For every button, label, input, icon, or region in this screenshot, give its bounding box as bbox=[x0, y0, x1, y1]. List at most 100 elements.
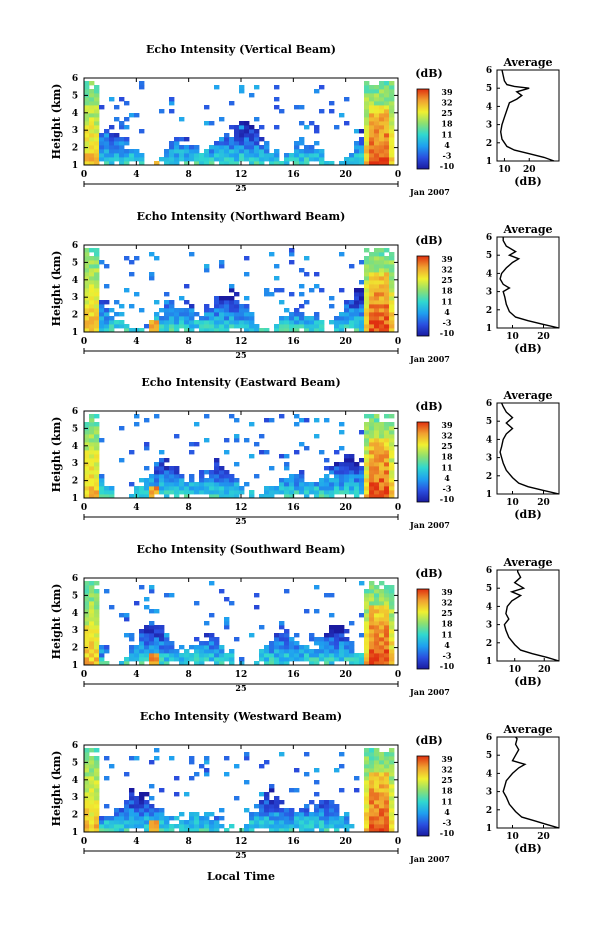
heatmap-cell bbox=[224, 478, 230, 483]
heatmap-cell bbox=[324, 812, 330, 817]
heatmap-cell bbox=[164, 312, 170, 317]
heatmap-cell bbox=[249, 161, 255, 166]
heatmap-cell bbox=[244, 133, 250, 138]
heatmap-cell bbox=[84, 633, 90, 638]
heatmap-cell bbox=[364, 784, 370, 789]
heatmap-cell bbox=[294, 308, 300, 313]
heatmap-cell bbox=[389, 772, 395, 777]
heatmap-cell bbox=[384, 117, 390, 122]
heatmap-cell bbox=[169, 153, 175, 158]
heatmap-cell bbox=[369, 454, 375, 459]
heatmap-cell bbox=[214, 149, 220, 154]
heatmap-cell bbox=[104, 649, 110, 654]
heatmap-cell bbox=[304, 828, 310, 833]
heatmap-cell bbox=[379, 816, 385, 821]
day-label: 25 bbox=[235, 516, 246, 526]
heatmap-cell bbox=[354, 462, 360, 467]
heatmap-cell bbox=[329, 653, 335, 658]
heatmap-cell bbox=[379, 304, 385, 309]
heatmap-cell bbox=[389, 414, 395, 419]
heatmap-cell bbox=[114, 824, 120, 829]
heatmap-cell bbox=[359, 161, 365, 166]
heatmap-cell bbox=[354, 296, 360, 301]
heatmap-cell bbox=[389, 304, 395, 309]
heatmap-cell bbox=[379, 486, 385, 491]
heatmap-cell bbox=[359, 430, 365, 435]
heatmap-cell bbox=[89, 490, 95, 495]
heatmap-cell bbox=[384, 276, 390, 281]
heatmap-cell bbox=[219, 141, 225, 146]
heatmap-cell bbox=[224, 308, 230, 313]
heatmap-cell bbox=[89, 137, 95, 142]
heatmap-cell bbox=[159, 458, 165, 463]
heatmap-cell bbox=[229, 478, 235, 483]
heatmap-cell bbox=[104, 320, 110, 325]
heatmap-cell bbox=[84, 800, 90, 805]
heatmap-cell bbox=[354, 482, 360, 487]
average-title: Average bbox=[502, 389, 552, 402]
heatmap-cell bbox=[94, 482, 100, 487]
heatmap-cell bbox=[364, 125, 370, 130]
heatmap-cell bbox=[179, 157, 185, 162]
heatmap-cell bbox=[389, 145, 395, 150]
heatmap-cell bbox=[304, 486, 310, 491]
colorbar-tick-label: 11 bbox=[441, 129, 452, 139]
heatmap-cell bbox=[264, 486, 270, 491]
heatmap-cell bbox=[84, 625, 90, 630]
heatmap-cell bbox=[164, 633, 170, 638]
heatmap-cell bbox=[89, 442, 95, 447]
heatmap-cell bbox=[364, 268, 370, 273]
heatmap-cell bbox=[384, 272, 390, 277]
heatmap-cell bbox=[309, 820, 315, 825]
avg-y-tick-label: 6 bbox=[486, 566, 492, 576]
heatmap-cell bbox=[279, 645, 285, 650]
heatmap-cell bbox=[374, 494, 380, 499]
heatmap-cell bbox=[94, 816, 100, 821]
heatmap-cell bbox=[364, 820, 370, 825]
heatmap-cell bbox=[214, 637, 220, 642]
heatmap-cell bbox=[229, 157, 235, 162]
heatmap-cell bbox=[84, 101, 90, 106]
heatmap-cell bbox=[219, 808, 225, 813]
heatmap-cell bbox=[274, 149, 280, 154]
heatmap-cell bbox=[84, 494, 90, 499]
heatmap-cell bbox=[314, 804, 320, 809]
heatmap-cell bbox=[129, 157, 135, 162]
heatmap-cell bbox=[364, 629, 370, 634]
heatmap-cell bbox=[89, 446, 95, 451]
heatmap-cell bbox=[344, 304, 350, 309]
heatmap-cell bbox=[174, 486, 180, 491]
heatmap-cell bbox=[124, 820, 130, 825]
heatmap-cell bbox=[84, 109, 90, 114]
heatmap-cell bbox=[369, 145, 375, 150]
heatmap-cell bbox=[364, 153, 370, 158]
heatmap-cell bbox=[369, 478, 375, 483]
heatmap-cell bbox=[359, 129, 365, 134]
heatmap-cell bbox=[369, 300, 375, 305]
heatmap-cell bbox=[229, 320, 235, 325]
heatmap-cell bbox=[384, 125, 390, 130]
heatmap-cell bbox=[369, 828, 375, 833]
heatmap-cell bbox=[234, 141, 240, 146]
heatmap-cell bbox=[389, 426, 395, 431]
heatmap-cell bbox=[364, 764, 370, 769]
heatmap-cell bbox=[364, 788, 370, 793]
heatmap-cell bbox=[319, 85, 325, 90]
heatmap-cell bbox=[189, 157, 195, 162]
heatmap-cell bbox=[119, 312, 125, 317]
heatmap-cell bbox=[169, 304, 175, 309]
heatmap-cell bbox=[389, 653, 395, 658]
heatmap-cell bbox=[384, 760, 390, 765]
heatmap-cell bbox=[349, 308, 355, 313]
heatmap-cell bbox=[154, 756, 160, 761]
heatmap-cell bbox=[299, 828, 305, 833]
heatmap-cell bbox=[174, 792, 180, 797]
heatmap-cell bbox=[249, 133, 255, 138]
heatmap-cell bbox=[319, 149, 325, 154]
heatmap-cell bbox=[374, 422, 380, 427]
heatmap-cell bbox=[384, 328, 390, 333]
heatmap-cell bbox=[84, 617, 90, 622]
y-tick-label: 5 bbox=[72, 758, 78, 768]
heatmap-cell bbox=[184, 153, 190, 158]
heatmap-cell bbox=[194, 145, 200, 150]
